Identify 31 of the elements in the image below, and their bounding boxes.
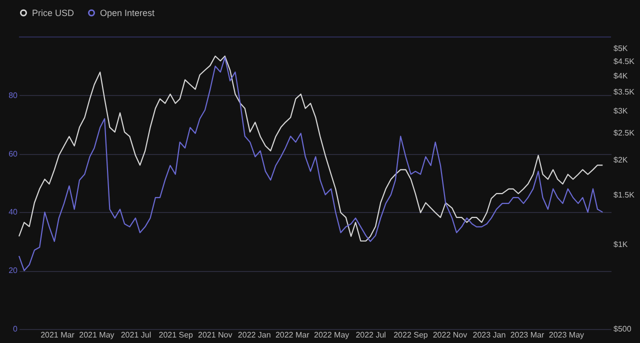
y2-tick-label: $3K: [614, 106, 628, 116]
y-tick-label: 0: [13, 324, 18, 334]
x-tick-label: 2022 Jan: [238, 330, 271, 340]
x-tick-label: 2023 May: [548, 330, 584, 340]
x-tick-label: 2023 Mar: [510, 330, 544, 340]
y-tick-label: 60: [8, 149, 18, 158]
y2-tick-label: $3.5K: [614, 88, 636, 97]
y2-tick-label: $5K: [614, 44, 628, 54]
x-tick-label: 2023 Jan: [472, 330, 506, 340]
x-tick-label: 2021 Jul: [120, 330, 152, 340]
y2-tick-label: $500: [614, 324, 632, 334]
y2-tick-label: $2K: [614, 156, 628, 165]
x-tick-label: 2022 Mar: [275, 330, 310, 340]
y2-tick-label: $1.5K: [614, 190, 636, 200]
y2-tick-label: $2.5K: [614, 128, 636, 138]
x-tick-label: 2022 Jul: [356, 330, 386, 340]
x-tick-label: 2021 Sep: [158, 330, 194, 340]
x-tick-label: 2022 Sep: [394, 330, 428, 340]
legend-label: Price USD: [32, 8, 75, 18]
y-tick-label: 80: [8, 90, 18, 100]
y-tick-label: 20: [8, 266, 18, 276]
x-tick-label: 2022 Nov: [432, 330, 468, 340]
y2-tick-label: $1K: [614, 240, 628, 250]
x-tick-label: 2021 May: [79, 330, 114, 340]
x-tick-label: 2021 Nov: [198, 330, 232, 340]
y2-tick-label: $4K: [614, 71, 628, 80]
y2-tick-label: $4.5K: [614, 56, 636, 66]
x-tick-label: 2021 Mar: [40, 330, 75, 340]
legend-label: Open Interest: [100, 8, 156, 18]
y-tick-label: 40: [8, 208, 18, 217]
x-tick-label: 2022 May: [314, 330, 350, 340]
